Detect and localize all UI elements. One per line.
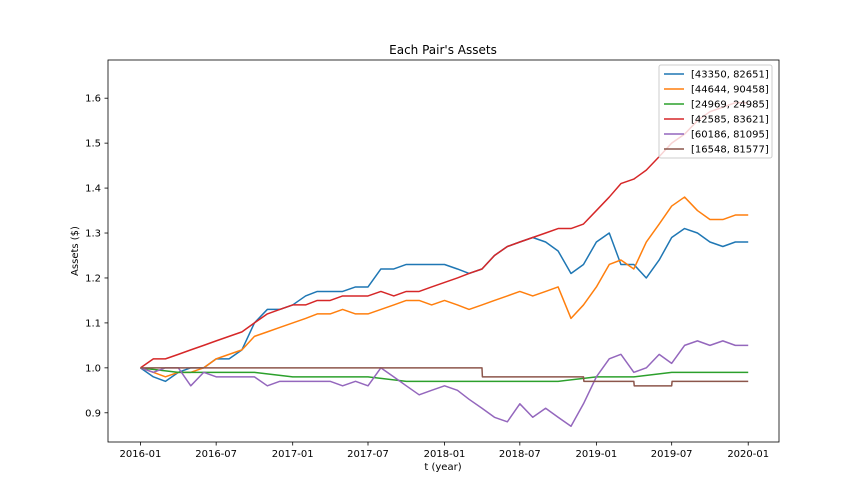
series-line-2 [140, 367, 749, 383]
series-line-1 [140, 196, 749, 378]
series-lines [140, 101, 749, 428]
series-line-3 [140, 101, 749, 369]
y-axis-label: Assets ($) [70, 226, 81, 276]
y-axis-ticks: 0.9 1.0 1.1 1.2 1.3 1.4 1.5 1.6 [85, 94, 108, 419]
series-line-4 [140, 340, 749, 428]
legend-label-5: [16548, 81577] [691, 145, 769, 156]
x-tick-label: 2017-07 [347, 449, 389, 460]
y-tick-label: 1.4 [85, 184, 101, 195]
chart-title: Each Pair's Assets [389, 43, 497, 57]
x-axis-label: t (year) [424, 462, 461, 473]
x-axis-ticks: 2016-01 2016-07 2017-01 2017-07 2018-01 2018-… [120, 442, 769, 460]
legend-box [658, 64, 773, 159]
y-tick-label: 1.5 [85, 139, 101, 150]
y-tick-label: 1.6 [85, 94, 101, 105]
x-tick-label: 2018-07 [499, 449, 541, 460]
y-tick-label: 1.3 [85, 229, 101, 240]
plot-frame [107, 59, 780, 443]
x-tick-label: 2019-01 [575, 449, 617, 460]
series-line-5 [140, 367, 749, 387]
y-tick-label: 1.2 [85, 273, 101, 284]
legend: [43350, 82651] [44644, 90458] [24969, 2498… [658, 64, 773, 159]
legend-label-3: [42585, 83621] [691, 115, 769, 126]
y-tick-label: 0.9 [85, 408, 101, 419]
x-tick-label: 2018-01 [424, 449, 466, 460]
x-tick-label: 2019-07 [651, 449, 693, 460]
legend-label-1: [44644, 90458] [691, 85, 769, 96]
x-tick-label: 2016-07 [195, 449, 237, 460]
y-tick-label: 1.0 [85, 363, 101, 374]
x-tick-label: 2016-01 [120, 449, 162, 460]
legend-label-2: [24969, 24985] [691, 100, 769, 111]
y-tick-label: 1.1 [85, 318, 101, 329]
x-tick-label: 2020-01 [727, 449, 769, 460]
plot-lines [140, 101, 749, 428]
x-tick-label: 2017-01 [272, 449, 314, 460]
legend-label-0: [43350, 82651] [691, 70, 769, 81]
legend-label-4: [60186, 81095] [691, 130, 769, 141]
